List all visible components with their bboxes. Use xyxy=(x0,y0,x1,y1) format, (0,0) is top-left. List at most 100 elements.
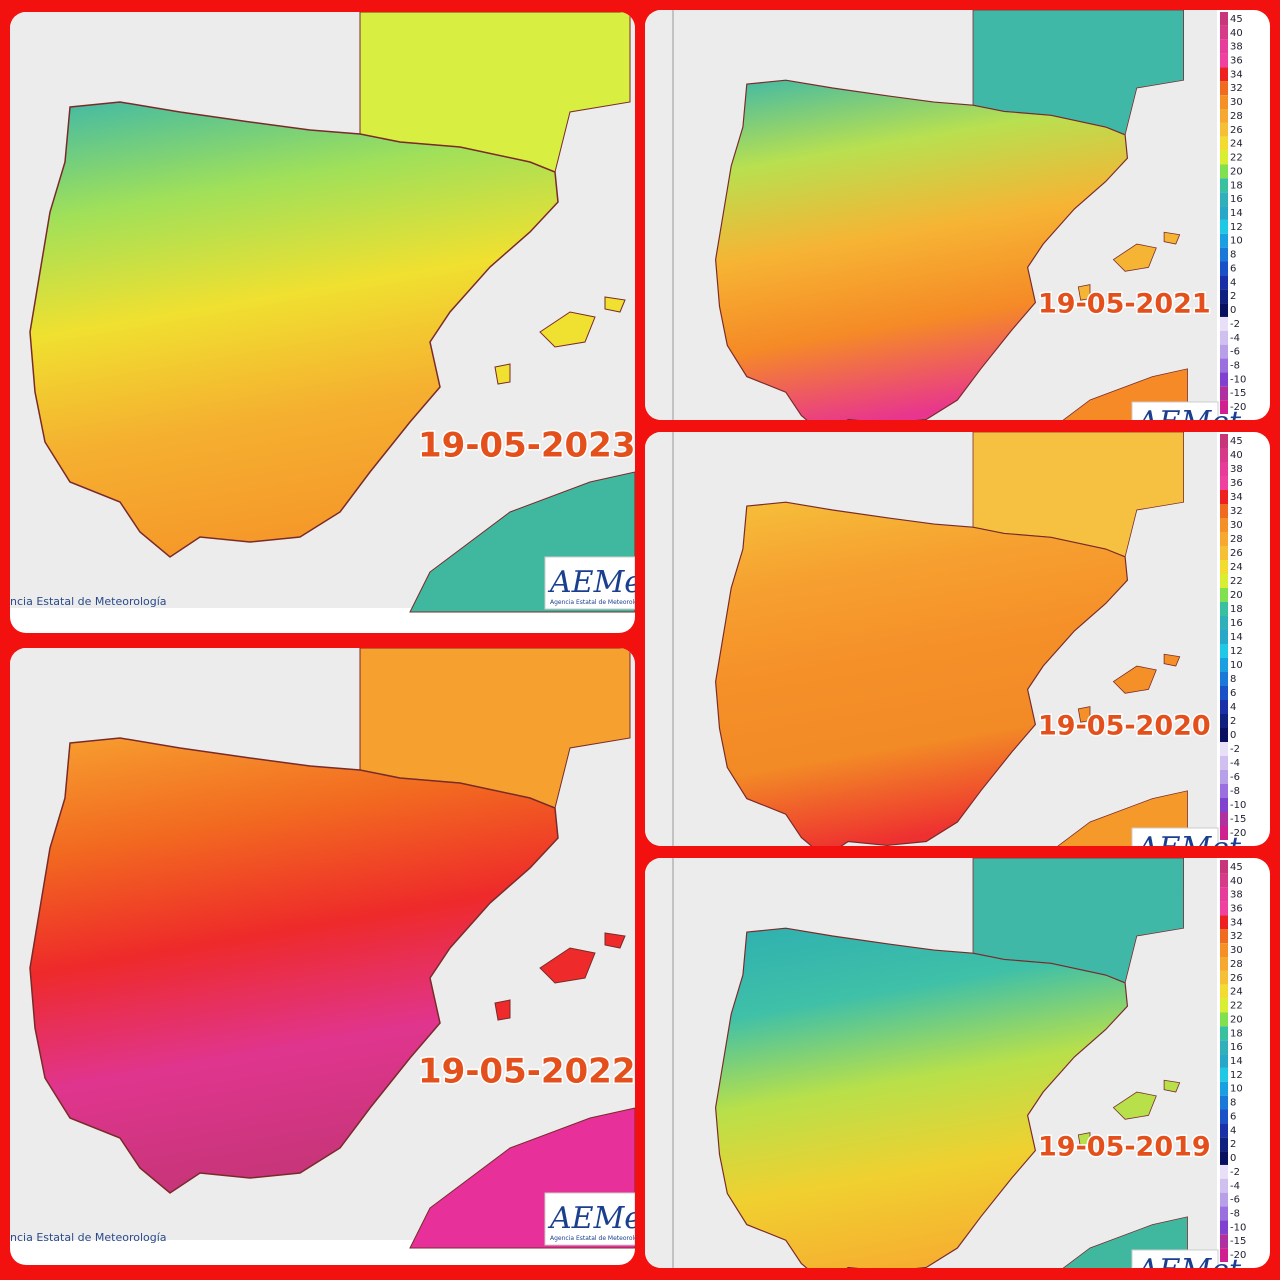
legend-swatch xyxy=(1220,289,1228,304)
legend-label: 16 xyxy=(1230,618,1243,629)
legend-label: -20 xyxy=(1230,828,1246,839)
legend-swatch xyxy=(1220,742,1228,756)
map: 19-05-2023 AEMetAgencia Estatal de Meteor… xyxy=(10,12,635,613)
iberia xyxy=(715,79,1129,420)
legend-label: -10 xyxy=(1230,1222,1246,1233)
legend-label: 24 xyxy=(1230,987,1243,998)
legend-label: -4 xyxy=(1230,333,1240,344)
legend-label: -8 xyxy=(1230,786,1240,797)
legend-swatch xyxy=(1220,714,1228,728)
island xyxy=(1163,1079,1181,1093)
legend-swatch xyxy=(1220,247,1228,262)
legend-label: 22 xyxy=(1230,1001,1243,1012)
logo-box xyxy=(1131,827,1219,846)
legend-swatch xyxy=(1220,970,1228,985)
legend-label: 26 xyxy=(1230,973,1243,984)
island xyxy=(1163,653,1181,667)
legend-swatch xyxy=(1220,122,1228,137)
legend-label: 34 xyxy=(1230,917,1243,928)
legend-label: -4 xyxy=(1230,1181,1240,1192)
legend-label: 34 xyxy=(1230,69,1243,80)
legend-swatch xyxy=(1220,887,1228,902)
legend-swatch xyxy=(1220,136,1228,151)
legend-swatch xyxy=(1220,330,1228,345)
legend-label: 30 xyxy=(1230,97,1243,108)
legend-swatch xyxy=(1220,316,1228,331)
island xyxy=(1077,1132,1091,1149)
logo: AEMet xyxy=(547,1201,635,1236)
iberia xyxy=(715,927,1129,1268)
legend-swatch xyxy=(1220,957,1228,971)
legend-label: 4 xyxy=(1230,277,1236,288)
legend-swatch xyxy=(1220,1220,1228,1235)
map-panel: 19-05-2023 AEMetAgencia Estatal de Meteor… xyxy=(10,12,635,633)
logo-subtitle: Agencia Estatal de Meteorología xyxy=(550,599,635,606)
legend-swatch xyxy=(1220,476,1228,490)
legend-label: 28 xyxy=(1230,534,1243,545)
legend-label: 40 xyxy=(1230,28,1243,39)
legend-label: 12 xyxy=(1230,222,1243,233)
legend-swatch xyxy=(1220,1151,1228,1165)
legend-label: 20 xyxy=(1230,166,1243,177)
legend-swatch xyxy=(1220,303,1228,317)
legend-label: 22 xyxy=(1230,153,1243,164)
legend-label: 40 xyxy=(1230,876,1243,887)
legend-label: 45 xyxy=(1230,14,1243,25)
legend-label: 36 xyxy=(1230,478,1243,489)
logo: AEMet xyxy=(1134,831,1242,846)
legend-label: 18 xyxy=(1230,604,1243,615)
legend-label: 36 xyxy=(1230,56,1243,67)
map: 19-05-2022 AEMetAgencia Estatal de Meteor… xyxy=(10,648,635,1249)
legend-swatch xyxy=(1220,219,1228,234)
legend-label: 8 xyxy=(1230,674,1236,685)
legend-swatch xyxy=(1220,372,1228,387)
legend-swatch xyxy=(1220,770,1228,784)
legend-label: 26 xyxy=(1230,548,1243,559)
legend-swatch xyxy=(1220,998,1228,1013)
map-area xyxy=(715,858,1188,1268)
legend-swatch xyxy=(1220,462,1228,476)
legend-label: -2 xyxy=(1230,1167,1240,1178)
island xyxy=(494,999,511,1021)
legend-swatch xyxy=(1220,1178,1228,1193)
legend-label: -6 xyxy=(1230,1195,1240,1206)
legend-label: 14 xyxy=(1230,1056,1243,1067)
legend-swatch xyxy=(1220,39,1228,54)
legend-swatch xyxy=(1220,25,1228,40)
legend-label: 10 xyxy=(1230,1084,1243,1095)
legend-swatch xyxy=(1220,1137,1228,1152)
legend-label: 12 xyxy=(1230,1070,1243,1081)
legend-label: 2 xyxy=(1230,1139,1236,1150)
logo-box xyxy=(544,556,635,610)
date-label: 19-05-2020 xyxy=(1038,711,1211,742)
legend-swatch xyxy=(1220,1234,1228,1249)
legend-swatch xyxy=(1220,178,1228,193)
legend-label: -6 xyxy=(1230,347,1240,358)
legend-swatch xyxy=(1220,1054,1228,1068)
legend-swatch xyxy=(1220,588,1228,602)
legend-label: 16 xyxy=(1230,194,1243,205)
legend-label: 8 xyxy=(1230,250,1236,261)
legend-label: 6 xyxy=(1230,688,1236,699)
island xyxy=(539,311,596,348)
legend-label: -8 xyxy=(1230,1208,1240,1219)
legend-label: 2 xyxy=(1230,291,1236,302)
credit: ncia Estatal de Meteorología xyxy=(10,1231,167,1244)
legend-label: -10 xyxy=(1230,374,1246,385)
legend-label: -6 xyxy=(1230,772,1240,783)
legend-swatch xyxy=(1220,192,1228,207)
legend-swatch xyxy=(1220,784,1228,798)
legend-label: 10 xyxy=(1230,660,1243,671)
legend-label: 38 xyxy=(1230,42,1243,53)
legend-label: 32 xyxy=(1230,83,1243,94)
logo-box xyxy=(1131,1249,1219,1268)
date-label: 19-05-2019 xyxy=(1038,1132,1211,1163)
legend-label: 24 xyxy=(1230,139,1243,150)
legend-swatch xyxy=(1220,95,1228,110)
date-label: 19-05-2022 xyxy=(418,1052,635,1092)
legend-swatch xyxy=(1220,261,1228,276)
legend-swatch xyxy=(1220,164,1228,179)
legend-swatch xyxy=(1220,1206,1228,1221)
legend-label: 0 xyxy=(1230,1153,1236,1164)
